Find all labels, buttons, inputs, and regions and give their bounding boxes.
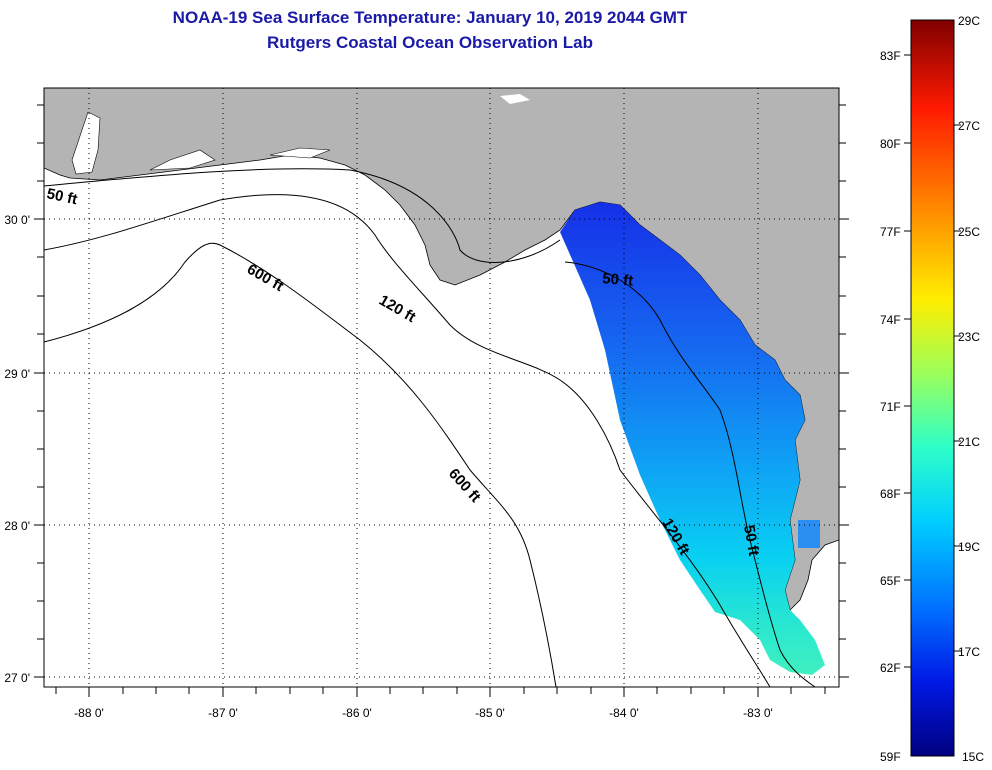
contour-label: 50 ft: [740, 524, 762, 557]
colorbar-f-label: 83F: [880, 49, 901, 63]
colorbar-f-label: 74F: [880, 313, 901, 327]
sst-swath: [560, 202, 825, 675]
colorbar-c-label: 27C: [958, 119, 980, 133]
contour-50ft-east: [564, 261, 816, 687]
colorbar-c-label: 25C: [958, 225, 980, 239]
lon-label: -83 0': [743, 706, 773, 720]
colorbar-c-label: 19C: [958, 540, 980, 554]
pensacola-bay: [149, 149, 216, 171]
lon-label: -85 0': [475, 706, 505, 720]
colorbar-c-label: 17C: [958, 645, 980, 659]
choctaw-bay: [269, 147, 331, 159]
lon-label: -86 0': [342, 706, 372, 720]
colorbar-f-label: 68F: [880, 487, 901, 501]
plot-frame: [43, 87, 840, 688]
lon-label: -87 0': [208, 706, 238, 720]
colorbar-f-label: 71F: [880, 400, 901, 414]
colorbar-f-label: 59F: [880, 750, 901, 764]
lat-label: 29 0': [4, 367, 30, 381]
map-subtitle: Rutgers Coastal Ocean Observation Lab: [267, 33, 593, 52]
inland-lake: [500, 94, 530, 104]
colorbar-c-label: 23C: [958, 330, 980, 344]
contour-120ft: [44, 194, 771, 687]
colorbar-c-label: 21C: [958, 435, 980, 449]
tampa-bay-sst: [798, 520, 820, 548]
colorbar-c-label: 29C: [958, 14, 980, 28]
lat-label: 27 0': [4, 671, 30, 685]
contour-600ft: [44, 242, 557, 687]
colorbar-c-label: 15C: [962, 750, 984, 764]
contour-label: 50 ft: [45, 185, 79, 208]
map-title: NOAA-19 Sea Surface Temperature: January…: [172, 8, 688, 27]
mobile-bay: [71, 111, 101, 175]
colorbar-f-label: 65F: [880, 574, 901, 588]
lat-label: 30 0': [4, 213, 30, 227]
colorbar: [910, 19, 955, 757]
colorbar-f-label: 80F: [880, 137, 901, 151]
axis-ticks: [34, 104, 849, 697]
lon-label: -88 0': [74, 706, 104, 720]
lat-label: 28 0': [4, 519, 30, 533]
colorbar-f-label: 62F: [880, 661, 901, 675]
contour-50ft-west: [44, 168, 561, 263]
colorbar-f-label: 77F: [880, 225, 901, 239]
contour-label: 50 ft: [602, 270, 634, 290]
lon-label: -84 0': [609, 706, 639, 720]
colorbar-ticks: [904, 54, 961, 668]
